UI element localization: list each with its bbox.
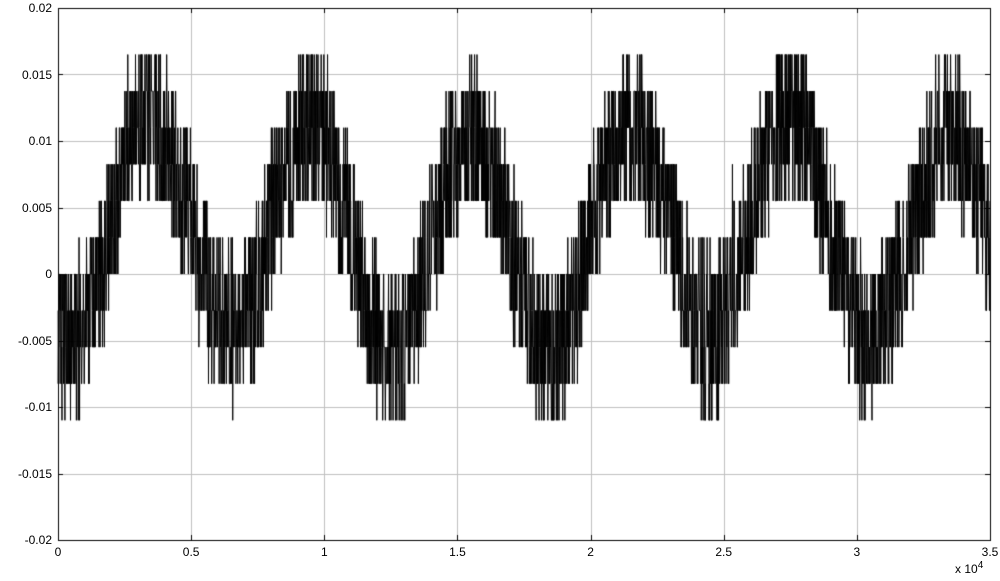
xtick-label: 3.5 bbox=[982, 545, 999, 559]
ytick-label: 0.015 bbox=[22, 68, 52, 82]
x-axis-exponent: x 104 bbox=[955, 560, 983, 576]
ytick-label: 0.02 bbox=[29, 1, 52, 15]
xtick-label: 1 bbox=[321, 545, 328, 559]
ytick-label: -0.015 bbox=[18, 467, 52, 481]
xtick-label: 1.5 bbox=[449, 545, 466, 559]
xtick-label: 3 bbox=[854, 545, 861, 559]
x-exponent-sup: 4 bbox=[978, 560, 984, 571]
ytick-label: -0.02 bbox=[25, 533, 52, 547]
xtick-label: 0.5 bbox=[183, 545, 200, 559]
xtick-label: 2.5 bbox=[715, 545, 732, 559]
xtick-label: 0 bbox=[55, 545, 62, 559]
signal-chart-canvas bbox=[0, 0, 1000, 576]
xtick-label: 2 bbox=[587, 545, 594, 559]
ytick-label: 0.005 bbox=[22, 201, 52, 215]
x-exponent-base: x 10 bbox=[955, 562, 978, 576]
chart-container: -0.02 -0.015 -0.01 -0.005 0 0.005 0.01 0… bbox=[0, 0, 1000, 576]
ytick-label: -0.005 bbox=[18, 334, 52, 348]
ytick-label: -0.01 bbox=[25, 400, 52, 414]
ytick-label: 0.01 bbox=[29, 134, 52, 148]
ytick-label: 0 bbox=[45, 267, 52, 281]
